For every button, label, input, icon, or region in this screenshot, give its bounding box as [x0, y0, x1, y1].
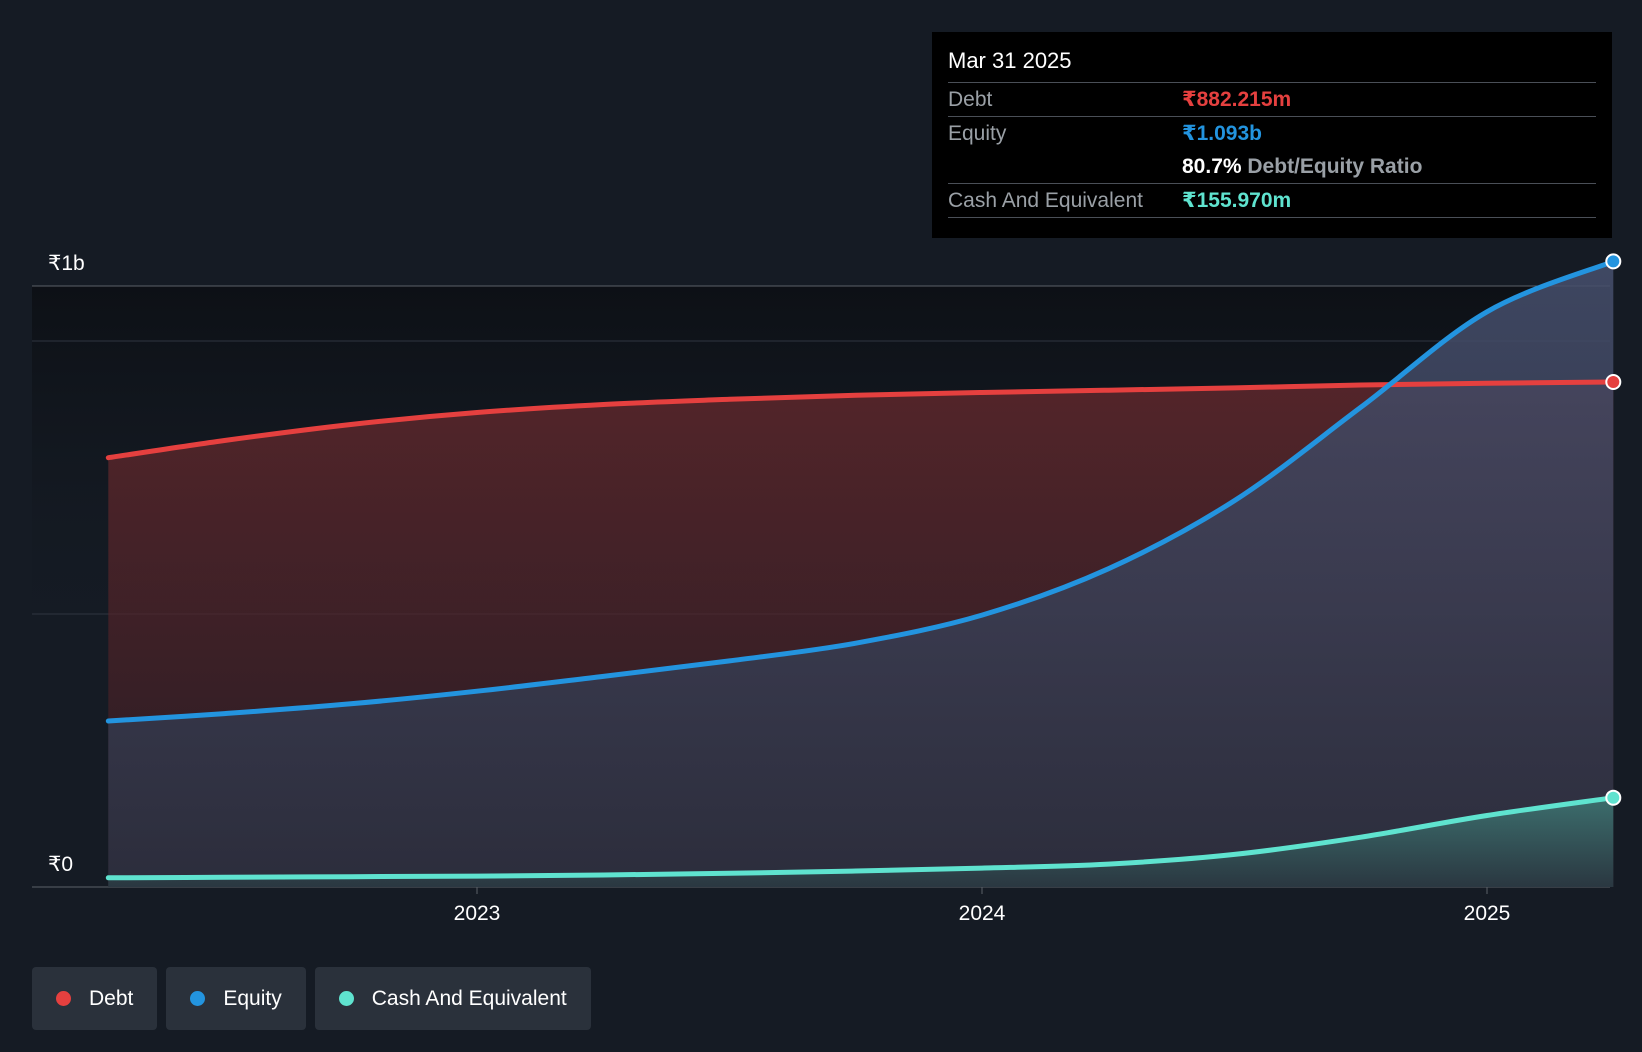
tooltip-equity-value: ₹1.093b — [1182, 122, 1262, 145]
tooltip-equity-row: Equity ₹1.093b — [948, 116, 1596, 150]
equity-area — [108, 261, 1614, 887]
legend-item-debt[interactable]: Debt — [32, 967, 158, 1030]
legend-label-equity: Equity — [223, 986, 282, 1010]
tooltip-debt-value: ₹882.215m — [1182, 88, 1292, 111]
x-tick-label-2023: 2023 — [454, 902, 501, 925]
tooltip-equity-label: Equity — [948, 122, 1007, 145]
legend-label-debt: Debt — [89, 986, 134, 1010]
debt-line — [105, 379, 1616, 461]
tooltip-debt-row: Debt ₹882.215m — [948, 82, 1596, 116]
tooltip-cash-value: ₹155.970m — [1182, 189, 1292, 212]
legend-item-cash[interactable]: Cash And Equivalent — [314, 967, 591, 1030]
x-tick-label-2024: 2024 — [959, 902, 1006, 925]
equity-line — [105, 258, 1616, 724]
cash-and-equivalent-area — [108, 797, 1614, 887]
tooltip-cash-row: Cash And Equivalent ₹155.970m — [948, 183, 1596, 218]
legend-item-equity[interactable]: Equity — [166, 967, 306, 1030]
legend-dot-cash-icon — [338, 991, 354, 1006]
debt-endpoint[interactable] — [1605, 374, 1622, 390]
tooltip-cash-label: Cash And Equivalent — [948, 189, 1143, 212]
y-axis-min-label: ₹0 — [48, 853, 73, 876]
y-axis-max-label: ₹1b — [48, 252, 85, 275]
tooltip-panel: Mar 31 2025 Debt ₹882.215m Equity ₹1.093… — [932, 32, 1612, 238]
tooltip-ratio-row: 80.7% Debt/Equity Ratio — [948, 150, 1596, 183]
chart-legend: Debt Equity Cash And Equivalent — [32, 967, 591, 1030]
legend-dot-debt-icon — [56, 991, 71, 1006]
tooltip-ratio-wrap: 80.7% Debt/Equity Ratio — [1182, 150, 1422, 183]
cash-and-equivalent-line — [105, 795, 1616, 881]
x-tick-label-2025: 2025 — [1464, 902, 1511, 925]
tooltip-ratio-label: Debt/Equity Ratio — [1247, 155, 1423, 178]
legend-label-cash: Cash And Equivalent — [371, 986, 567, 1010]
legend-dot-equity-icon — [190, 991, 206, 1006]
tooltip-ratio-value: 80.7% — [1182, 155, 1242, 178]
tooltip-date: Mar 31 2025 — [948, 48, 1072, 73]
cash-and-equivalent-endpoint[interactable] — [1605, 789, 1622, 806]
tooltip-debt-label: Debt — [948, 88, 993, 111]
equity-endpoint[interactable] — [1605, 253, 1622, 270]
